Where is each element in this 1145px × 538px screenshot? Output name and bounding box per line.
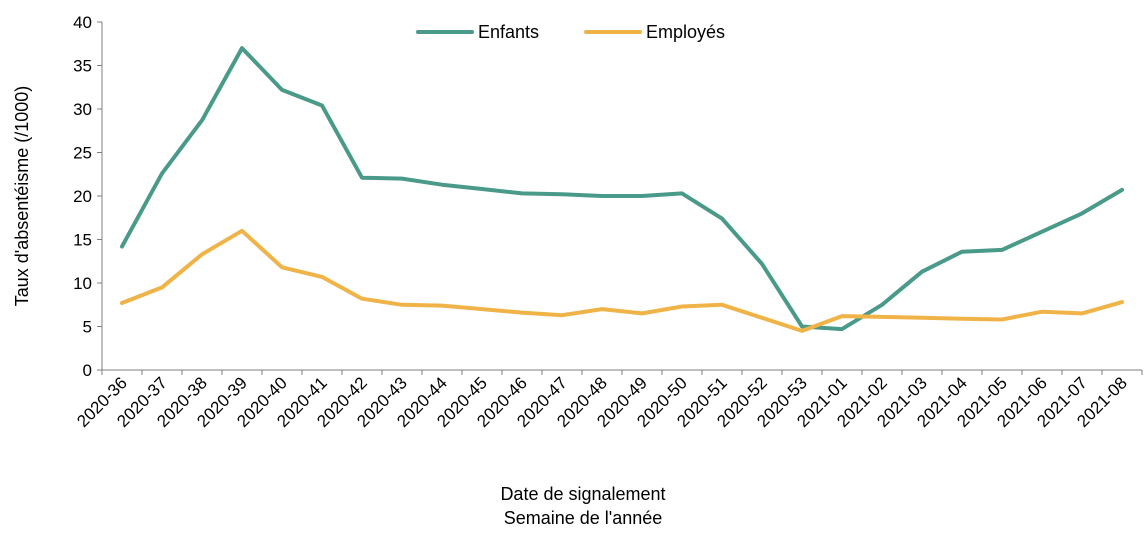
y-axis-title: Taux d'absentéisme (/1000) [12,86,32,307]
legend: Enfants Employés [416,22,725,42]
series-layer [120,46,1124,333]
y-tick-label: 30 [73,100,92,119]
legend-label-enfants: Enfants [478,22,539,42]
y-tick-label: 40 [73,13,92,32]
y-tick-label: 10 [73,274,92,293]
y-tick-label: 35 [73,57,92,76]
legend-label-employes: Employés [646,22,725,42]
x-axis-title: Date de signalement [500,484,665,504]
y-tick-label: 5 [83,318,92,337]
series-line-enfants [120,46,1124,332]
series-line-employes [120,228,1124,333]
y-tick-label: 20 [73,187,92,206]
y-tick-label: 25 [73,144,92,163]
y-axis: 0 5 10 15 20 25 30 35 40 [73,13,103,380]
y-tick-label: 15 [73,231,92,250]
y-tick-label: 0 [83,361,92,380]
x-axis: 2020-362020-372020-382020-392020-402020-… [73,369,1143,431]
x-axis-subtitle: Semaine de l'année [504,508,663,528]
